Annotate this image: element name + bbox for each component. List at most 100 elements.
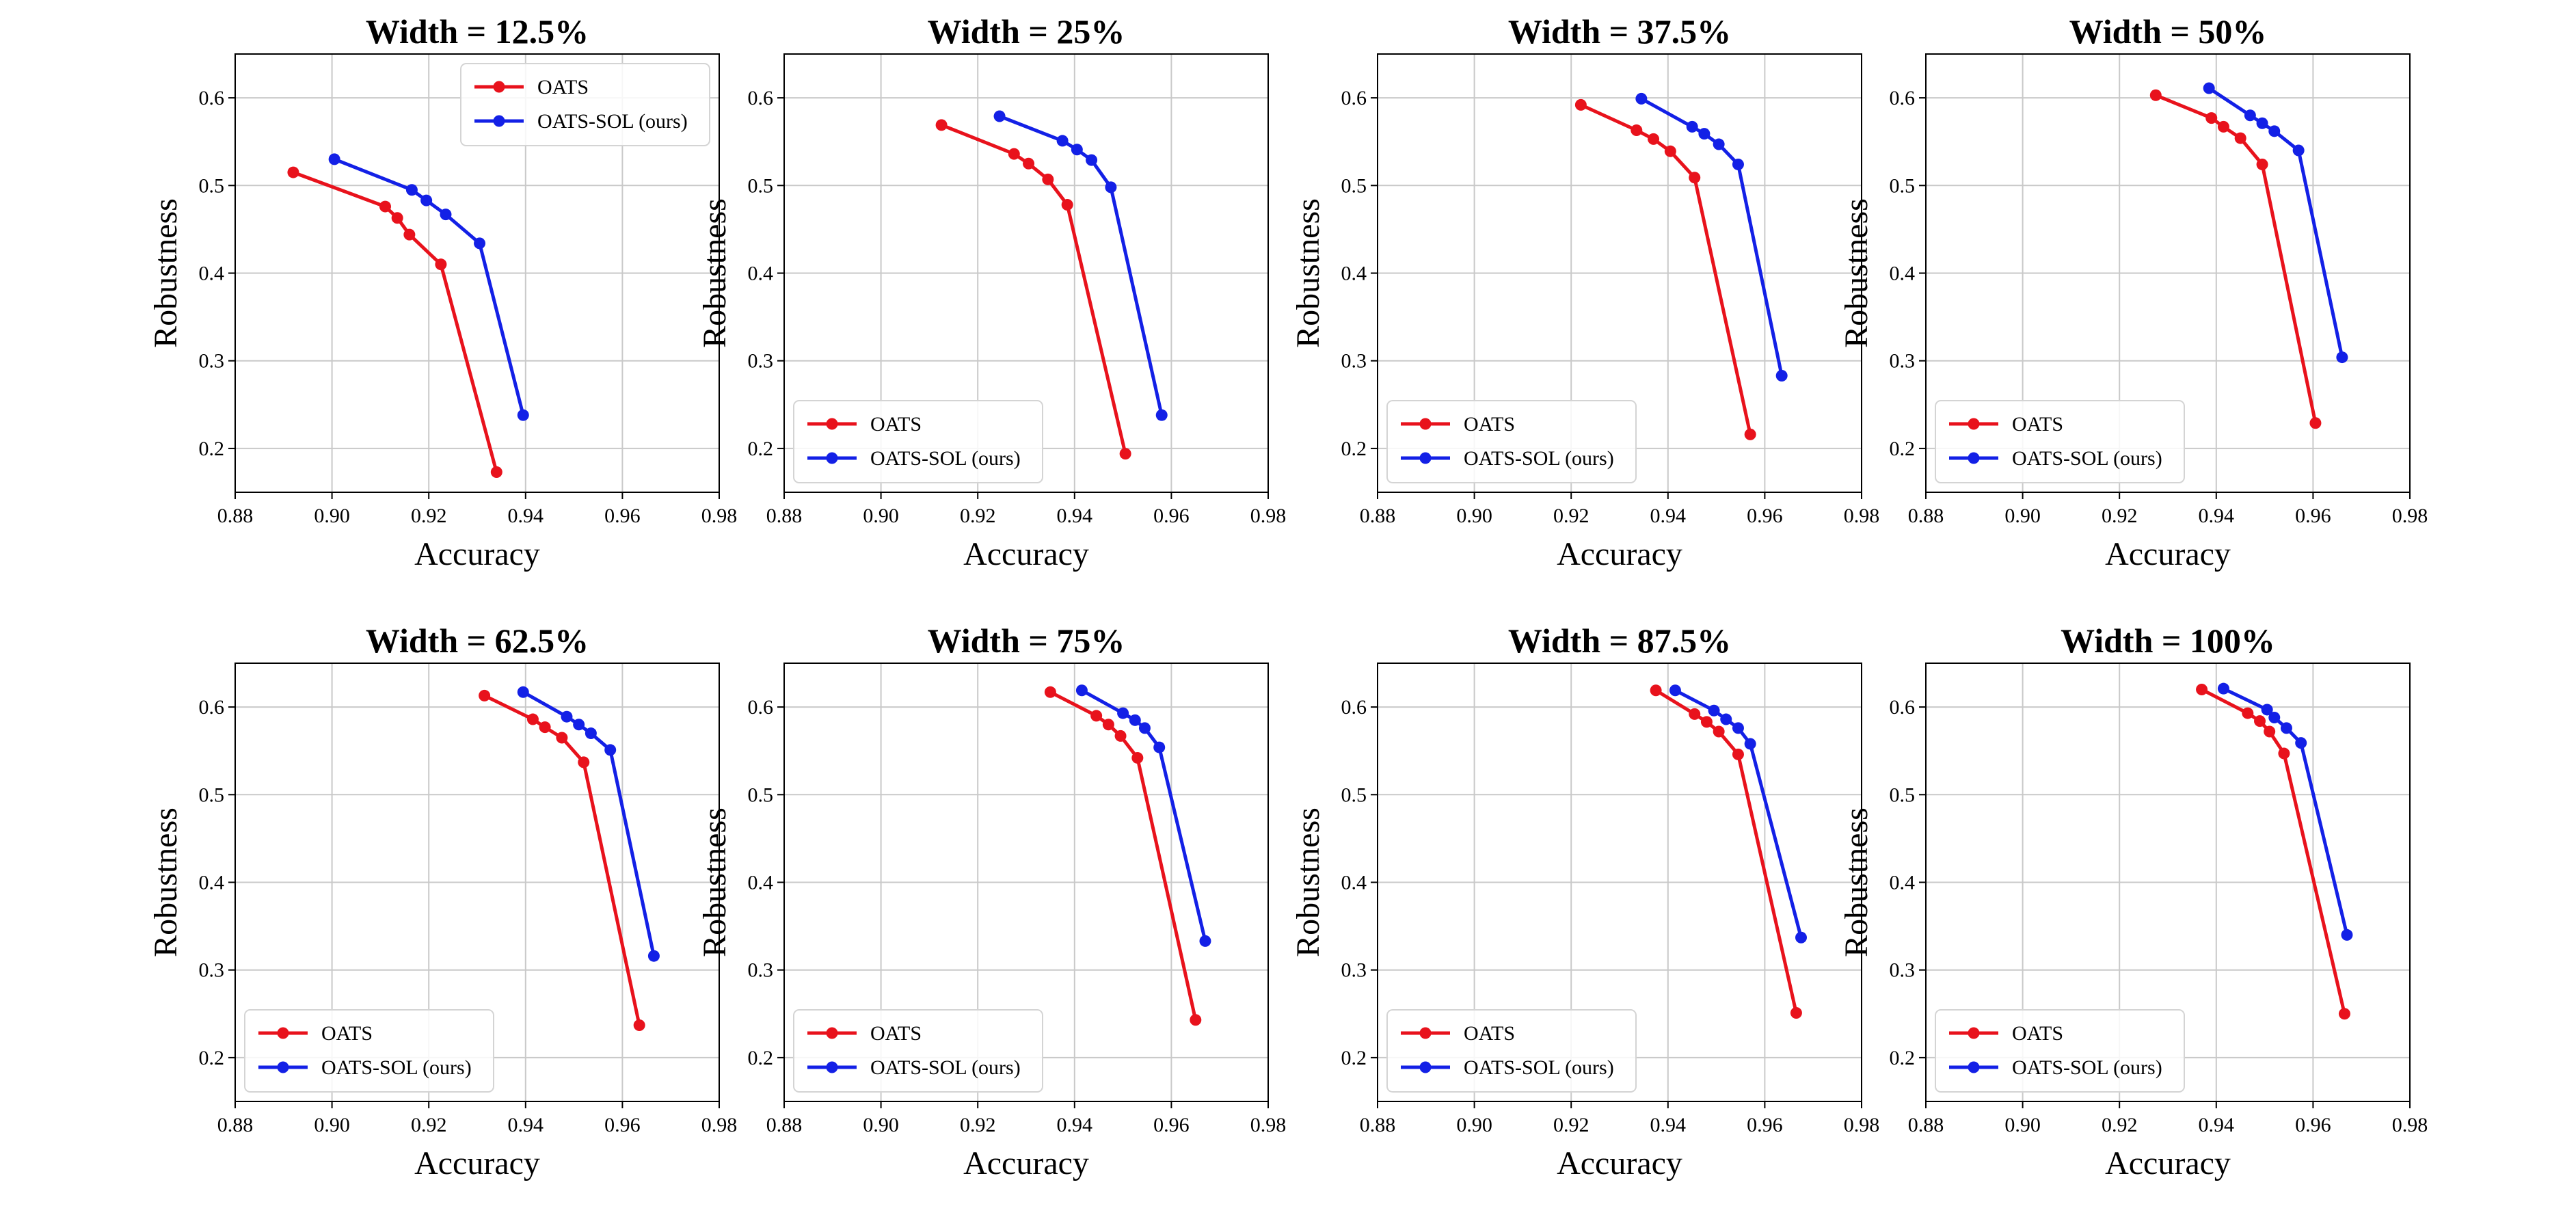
data-point [1708,704,1720,717]
y-tick-label: 0.5 [748,174,774,197]
x-tick-label: 0.98 [1250,505,1287,527]
series-line [2155,93,2318,424]
legend-marker [277,1027,289,1039]
x-tick-label: 0.98 [701,1114,738,1136]
y-axis-label: Robustness [1290,198,1326,348]
x-tick-label: 0.90 [863,505,899,527]
legend-marker [1419,1061,1432,1073]
x-tick-label: 0.94 [508,1114,544,1136]
x-tick-label: 0.90 [2004,1114,2041,1136]
series-line [522,691,656,957]
data-point [1713,725,1725,738]
legend-marker [1419,1027,1432,1039]
y-tick-label: 0.5 [1890,784,1916,806]
legend-label: OATS [2012,1022,2063,1045]
legend-entry-oats-sol: OATS-SOL (ours) [807,1056,1021,1079]
legend-marker [277,1061,289,1073]
data-point [1117,707,1129,719]
data-point [405,184,418,196]
legend-label: OATS-SOL (ours) [1464,447,1614,470]
x-tick-label: 0.90 [863,1114,899,1136]
x-tick-label: 0.94 [1057,505,1093,527]
series-oats [935,119,1131,460]
series-line [1654,688,1798,1014]
x-tick-label: 0.88 [1908,1114,1944,1136]
data-point [490,466,502,479]
series-oats [479,689,645,1031]
y-tick-label: 0.6 [1341,87,1367,109]
x-tick-label: 0.90 [1456,1114,1492,1136]
data-point [1650,684,1662,697]
x-tick-label: 0.98 [1844,1114,1880,1136]
y-tick-label: 0.4 [199,872,225,894]
y-tick-label: 0.6 [1890,696,1916,719]
data-point [2254,715,2266,727]
data-point [1155,409,1168,421]
y-tick-label: 0.2 [1890,1047,1916,1069]
legend-marker [826,418,838,430]
series-oats-sol [1075,684,1211,947]
data-point [1071,144,1083,156]
data-point [2292,144,2305,157]
x-tick-label: 0.96 [1153,505,1190,527]
data-point [1720,713,1732,725]
series-oats [2196,683,2350,1020]
y-tick-label: 0.3 [1341,959,1367,982]
data-point [328,153,340,165]
series-line [1674,688,1803,938]
data-point [435,258,447,271]
series-oats [1044,686,1202,1026]
data-point [287,166,299,178]
x-tick-label: 0.88 [217,505,254,527]
legend-label: OATS [321,1022,373,1045]
legend-box [793,400,1043,483]
data-point [2242,707,2254,719]
data-point [1105,181,1117,193]
data-point [1689,708,1701,720]
y-tick-label: 0.3 [199,350,225,373]
legend-label: OATS-SOL (ours) [321,1056,472,1079]
legend-label: OATS-SOL (ours) [2012,1056,2162,1079]
legend-label: OATS [870,1022,922,1045]
legend-label: OATS-SOL (ours) [1464,1056,1614,1079]
y-tick-label: 0.6 [1341,696,1367,719]
legend: OATS OATS-SOL (ours) [1935,1009,2185,1093]
x-tick-label: 0.98 [2392,1114,2428,1136]
x-tick-label: 0.90 [2004,505,2041,527]
legend-label: OATS [1464,1022,1515,1045]
y-tick-label: 0.3 [1341,350,1367,373]
legend-box [1386,1009,1637,1093]
legend-entry-oats: OATS [807,1022,922,1045]
data-point [2203,82,2215,94]
data-point [2217,682,2229,695]
x-tick-label: 0.94 [508,505,544,527]
legend: OATS OATS-SOL (ours) [460,63,710,146]
chart-panel-6: 0.88 0.90 0.92 0.94 0.96 0.98 0.2 0.3 0.4 0.5 0.6 W… [697,621,1286,1181]
y-tick-label: 0.5 [1341,174,1367,197]
data-point [1775,369,1788,382]
data-point [1056,135,1069,147]
data-point [1744,428,1756,440]
data-point [2196,683,2208,695]
x-tick-label: 0.98 [1844,505,1880,527]
legend-marker [826,452,838,464]
x-axis-label: Accuracy [2105,1145,2231,1181]
plot-frame [1925,53,2411,493]
data-point [556,732,568,744]
data-point [1713,138,1725,150]
legend-label: OATS-SOL (ours) [537,110,688,133]
x-tick-label: 0.92 [960,1114,996,1136]
data-point [1199,935,1211,947]
chart-title: Width = 100% [2061,621,2275,660]
data-point [2268,125,2281,137]
y-tick-label: 0.6 [199,87,225,109]
data-point [1689,172,1701,184]
legend-box [1386,400,1637,483]
x-axis-label: Accuracy [1557,536,1682,572]
x-tick-label: 0.92 [2102,505,2138,527]
legend-entry-oats-sol: OATS-SOL (ours) [1401,1056,1614,1079]
series-oats [1574,98,1756,440]
y-tick-label: 0.5 [1890,174,1916,197]
series-line [2201,688,2346,1015]
legend-marker [826,1061,838,1073]
